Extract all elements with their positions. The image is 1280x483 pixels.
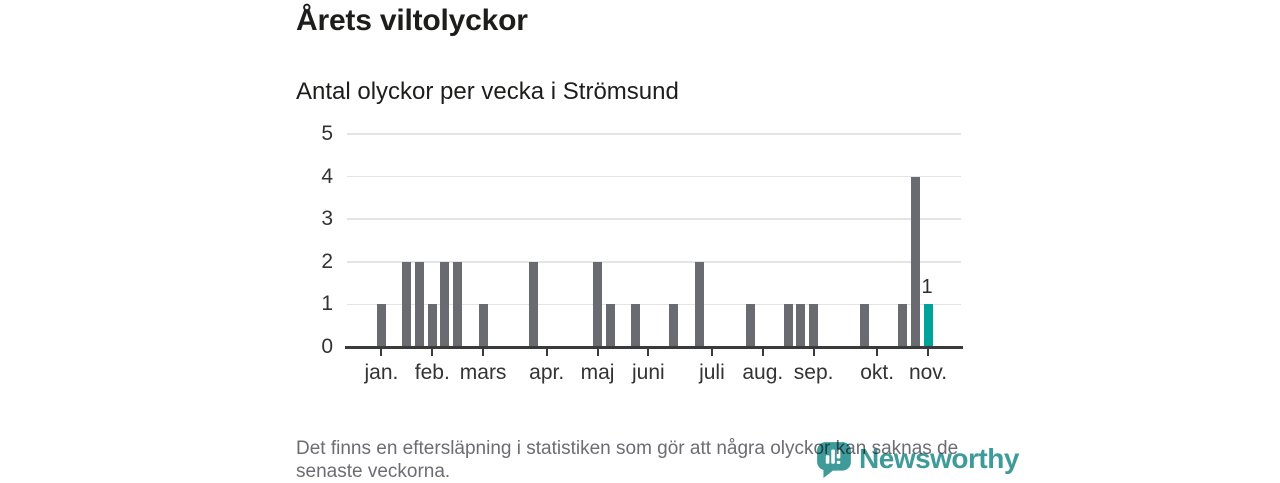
bar	[453, 262, 462, 347]
x-axis-month-label: nov.	[886, 360, 970, 386]
x-axis-tick	[482, 349, 484, 356]
bar	[898, 304, 907, 347]
bar	[695, 262, 704, 347]
x-axis-tick	[380, 349, 382, 356]
x-axis-tick	[927, 349, 929, 356]
gridline	[347, 261, 961, 263]
newsworthy-logo-icon	[815, 440, 853, 478]
y-axis-label: 4	[291, 164, 333, 190]
bar	[809, 304, 818, 347]
bar-highlight	[924, 304, 933, 347]
chart-subtitle: Antal olyckor per vecka i Strömsund	[296, 77, 679, 107]
bar-value-label: 1	[907, 276, 947, 299]
gridline	[347, 133, 961, 135]
x-axis-tick	[647, 349, 649, 356]
y-axis-label: 5	[291, 121, 333, 147]
x-axis-tick	[876, 349, 878, 356]
bar	[428, 304, 437, 347]
bar	[860, 304, 869, 347]
x-axis-tick	[546, 349, 548, 356]
bar	[669, 304, 678, 347]
bar	[606, 304, 615, 347]
bar	[784, 304, 793, 347]
x-axis-tick	[711, 349, 713, 356]
bar	[479, 304, 488, 347]
bar	[631, 304, 640, 347]
gridline	[347, 176, 961, 178]
y-axis-label: 3	[291, 206, 333, 232]
bar	[911, 177, 920, 347]
newsworthy-logo: Newsworthy	[815, 440, 1019, 478]
x-axis-tick	[431, 349, 433, 356]
bar	[746, 304, 755, 347]
bar	[796, 304, 805, 347]
bar	[415, 262, 424, 347]
x-axis-tick	[813, 349, 815, 356]
gridline	[347, 218, 961, 220]
x-axis-tick	[597, 349, 599, 356]
bar	[377, 304, 386, 347]
y-axis-label: 1	[291, 291, 333, 317]
x-axis-tick	[762, 349, 764, 356]
newsworthy-logo-text: Newsworthy	[859, 440, 1019, 478]
bar	[529, 262, 538, 347]
y-axis-label: 0	[291, 334, 333, 360]
chart-title: Årets viltolyckor	[296, 2, 528, 40]
x-axis-line	[345, 346, 963, 349]
bar	[402, 262, 411, 347]
bar	[440, 262, 449, 347]
y-axis-label: 2	[291, 249, 333, 275]
bar	[593, 262, 602, 347]
